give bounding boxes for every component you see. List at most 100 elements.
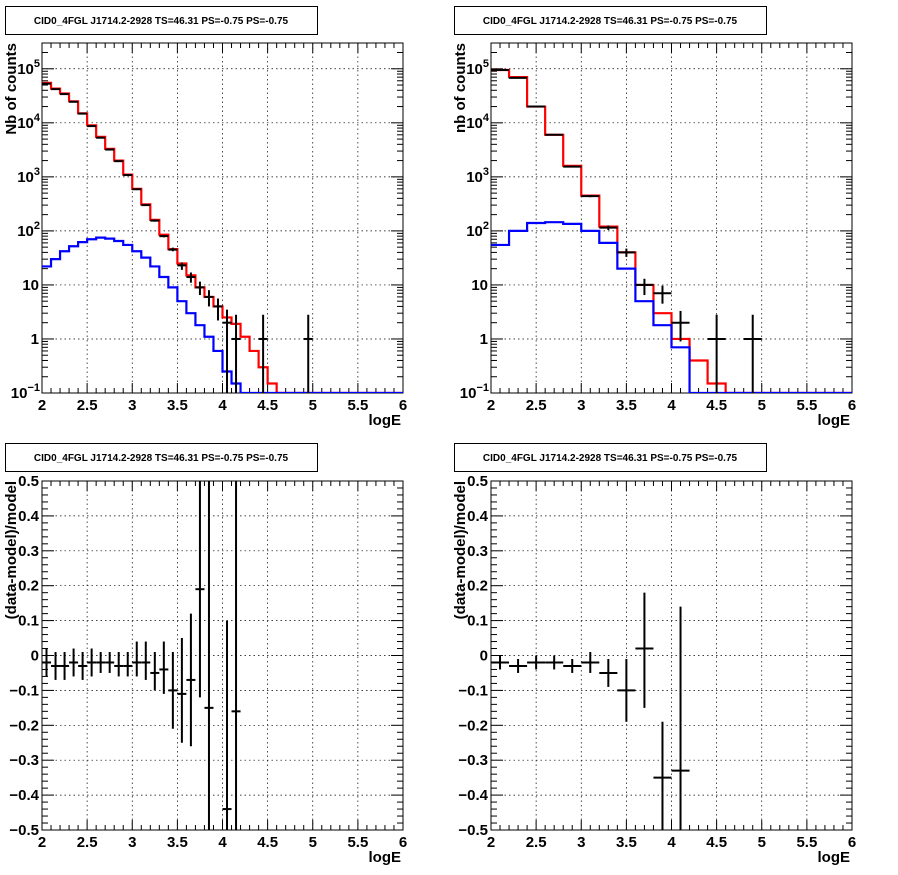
x-tick-label: 3	[577, 834, 585, 851]
y-tick-label: 103	[17, 166, 40, 186]
pad-title: CID0_4FGL J1714.2-2928 TS=46.31 PS=-0.75…	[34, 16, 289, 27]
data-point	[563, 165, 582, 168]
x-tick-label: 6	[848, 397, 856, 414]
data-point	[545, 655, 564, 670]
data-point	[563, 658, 582, 673]
data-point	[707, 314, 726, 393]
data-point	[123, 652, 133, 677]
y-axis-title: nb of counts	[452, 43, 469, 133]
data-point	[168, 247, 178, 252]
y-tick-label: −0.3	[458, 752, 488, 769]
pad-counts-1: 2 2.5 3 3.5 4 4.5 5 5.5 6 10−1 1 10 102 103 104 105 logE…	[3, 6, 407, 429]
pad-residual-1: 2 2.5 3 3.5 4 4.5 5 5.5 6 −0.5 −0.4 −0.3 −0.2 −0.1 0 0.…	[3, 443, 407, 866]
data-point	[581, 195, 600, 198]
x-tick-label: 4	[218, 397, 227, 414]
x-tick-label: 3.5	[616, 397, 637, 414]
y-axis-title: Nb of counts	[3, 43, 20, 135]
data-point	[545, 133, 564, 136]
x-tick-label: 3.5	[616, 834, 637, 851]
pad-counts-2: 2 2.5 3 3.5 4 4.5 5 5.5 6 10−1 1 10 102 103 104 105 logE…	[452, 6, 856, 429]
data-point	[96, 136, 106, 139]
x-tick-label: 3	[128, 834, 136, 851]
data-point	[509, 658, 528, 673]
data-point	[671, 310, 690, 342]
x-tick-label: 5	[758, 397, 766, 414]
y-tick-label: 10	[22, 277, 39, 294]
data-point	[222, 309, 232, 393]
x-tick-label: 4	[218, 834, 227, 851]
data-point	[527, 655, 546, 670]
data-point	[195, 481, 205, 698]
series-model-source-line	[491, 221, 852, 393]
data-point	[635, 278, 654, 296]
y-tick-label: 0	[480, 648, 488, 665]
y-tick-label: −0.5	[458, 822, 488, 839]
x-axis-title: logE	[369, 412, 402, 429]
data-point	[222, 620, 232, 830]
y-tick-label: 0	[31, 648, 39, 665]
x-tick-label: 2.5	[526, 834, 547, 851]
data-point	[491, 655, 510, 670]
data-point	[42, 82, 52, 85]
x-tick-label: 4.5	[706, 397, 727, 414]
y-tick-label: 0.3	[467, 543, 488, 560]
y-axis-title: (data-model)/model	[452, 481, 469, 619]
y-tick-label: 105	[466, 58, 489, 78]
y-tick-label: −0.4	[9, 787, 39, 804]
y-tick-label: 0.2	[467, 578, 488, 595]
pad-title-box	[5, 443, 318, 472]
data-point	[186, 272, 196, 283]
data-point	[204, 290, 214, 307]
pad-title: CID0_4FGL J1714.2-2928 TS=46.31 PS=-0.75…	[483, 16, 738, 27]
x-tick-label: 4	[667, 834, 676, 851]
y-tick-label: 102	[466, 220, 489, 240]
data-point	[141, 204, 151, 207]
y-tick-label: 0.4	[467, 508, 489, 525]
y-axis-title: (data-model)/model	[3, 481, 20, 619]
pad-title: CID0_4FGL J1714.2-2928 TS=46.31 PS=-0.75…	[34, 453, 289, 464]
pad-title: CID0_4FGL J1714.2-2928 TS=46.31 PS=-0.75…	[483, 453, 738, 464]
y-tick-label: 0.5	[18, 473, 39, 490]
data-point	[159, 641, 169, 694]
x-tick-label: 3	[577, 397, 585, 414]
data-point	[195, 281, 205, 296]
y-tick-label: 104	[17, 112, 41, 132]
data-point	[671, 606, 690, 830]
x-tick-label: 6	[399, 834, 407, 851]
data-point	[743, 314, 762, 393]
plot-data-area	[42, 81, 403, 393]
plot-data-area	[491, 592, 690, 830]
data-point	[96, 652, 106, 673]
data-point	[653, 285, 672, 304]
data-point	[60, 93, 70, 96]
y-tick-label: 0.4	[18, 508, 40, 525]
x-tick-label: 5.5	[796, 397, 817, 414]
x-tick-label: 2.5	[77, 834, 98, 851]
y-tick-label: 1	[480, 331, 488, 348]
data-point	[653, 721, 672, 830]
data-point	[105, 148, 115, 151]
x-tick-label: 3.5	[167, 834, 188, 851]
data-point	[78, 112, 88, 115]
data-point	[42, 648, 52, 677]
data-point	[204, 481, 214, 830]
y-tick-label: −0.2	[9, 717, 39, 734]
x-tick-label: 5.5	[347, 397, 368, 414]
x-tick-label: 3	[128, 397, 136, 414]
y-tick-label: 10	[471, 277, 488, 294]
y-tick-label: 102	[17, 220, 40, 240]
data-point	[132, 188, 142, 191]
y-tick-label: 0.3	[18, 543, 39, 560]
data-point	[87, 648, 97, 677]
pad-residual-2: 2 2.5 3 3.5 4 4.5 5 5.5 6 −0.5 −0.4 −0.3 −0.2 −0.1 0 0.…	[452, 443, 856, 866]
x-tick-label: 2	[487, 834, 495, 851]
data-point	[123, 174, 133, 177]
data-point	[159, 234, 169, 238]
x-tick-label: 5.5	[347, 834, 368, 851]
y-tick-label: −0.5	[9, 822, 39, 839]
data-point	[105, 652, 115, 673]
x-tick-label: 6	[848, 834, 856, 851]
data-point	[635, 592, 654, 708]
y-tick-label: 10−1	[460, 382, 489, 402]
y-tick-label: 0.2	[18, 578, 39, 595]
